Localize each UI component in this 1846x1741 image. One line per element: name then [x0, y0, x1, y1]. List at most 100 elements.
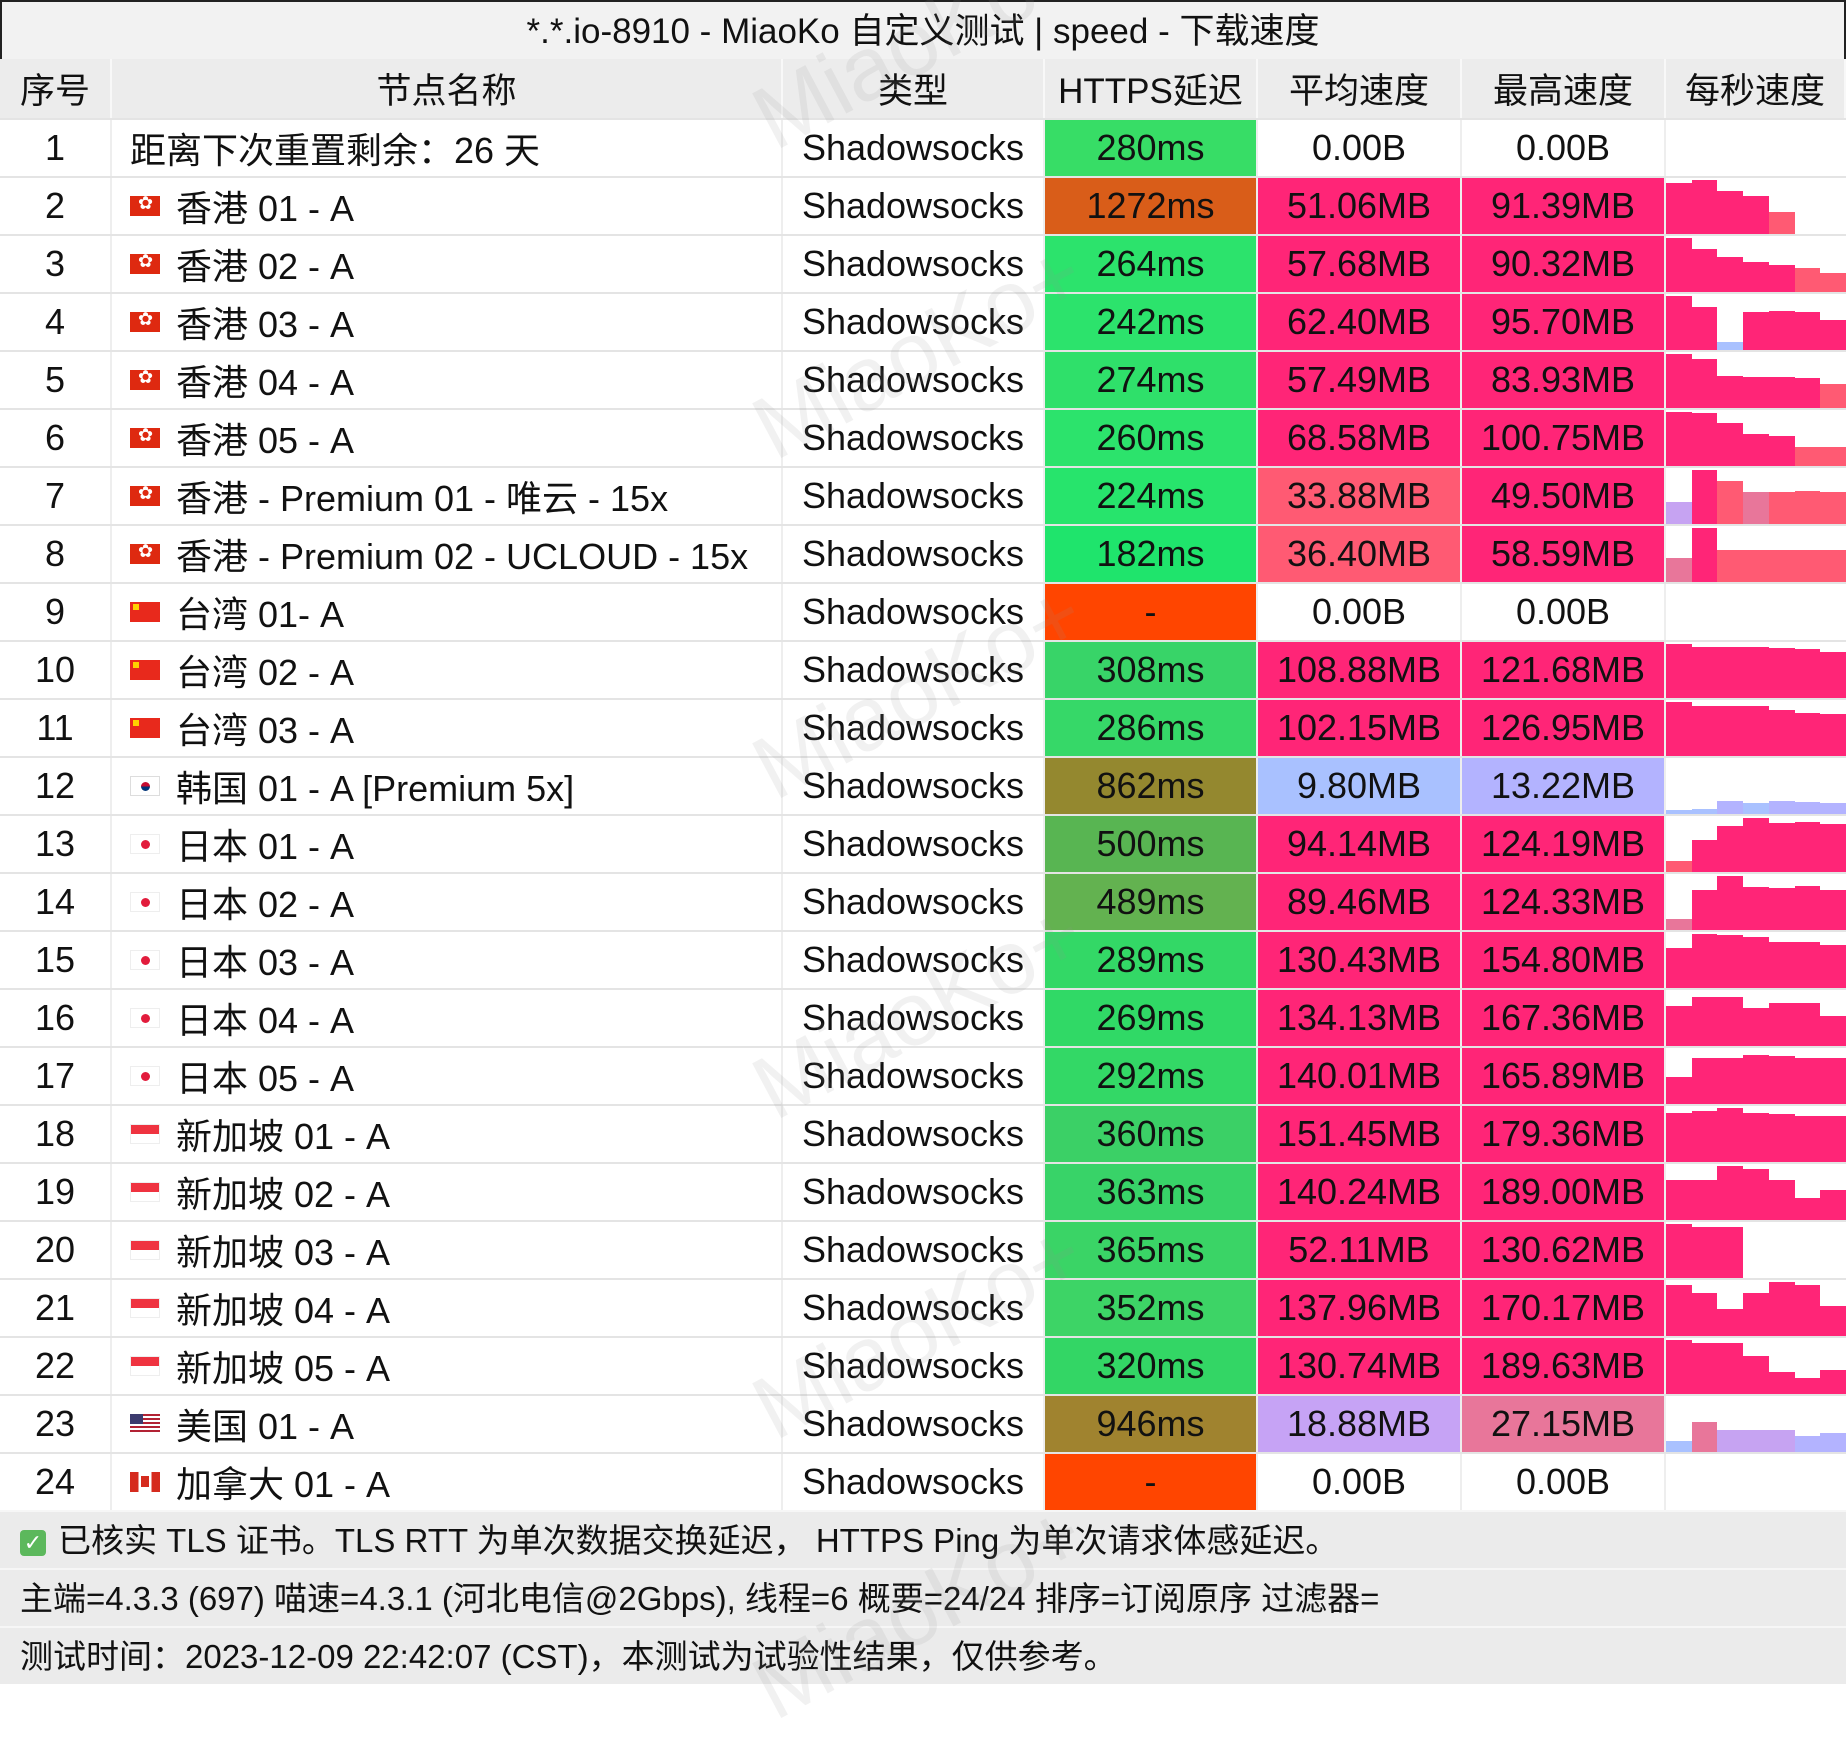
- row-index: 14: [0, 874, 112, 930]
- table-row[interactable]: 12 韩国 01 - A [Premium 5x] Shadowsocks 86…: [0, 756, 1846, 814]
- table-row[interactable]: 14 日本 02 - A Shadowsocks 489ms 89.46MB 1…: [0, 872, 1846, 930]
- node-type: Shadowsocks: [783, 1048, 1045, 1104]
- table-row[interactable]: 10 台湾 02 - A Shadowsocks 308ms 108.88MB …: [0, 640, 1846, 698]
- per-second-bar: [1666, 1179, 1692, 1220]
- per-second-bar: [1666, 1340, 1692, 1394]
- node-type: Shadowsocks: [783, 236, 1045, 292]
- sparkline: [1666, 1048, 1846, 1104]
- https-latency: 224ms: [1045, 468, 1258, 524]
- table-row[interactable]: 21 新加坡 04 - A Shadowsocks 352ms 137.96MB…: [0, 1278, 1846, 1336]
- max-speed: 124.33MB: [1462, 874, 1666, 930]
- per-second-bar: [1794, 885, 1821, 930]
- per-second-bar: [1820, 1369, 1846, 1394]
- per-second-speed-chart: [1666, 468, 1846, 524]
- table-row[interactable]: 1 距离下次重置剩余：26 天 Shadowsocks 280ms 0.00B …: [0, 118, 1846, 176]
- column-header-max-speed[interactable]: 最高速度: [1462, 59, 1666, 118]
- per-second-bar: [1794, 1284, 1821, 1336]
- table-row[interactable]: 24 加拿大 01 - A Shadowsocks - 0.00B 0.00B: [0, 1452, 1846, 1510]
- node-type: Shadowsocks: [783, 352, 1045, 408]
- table-row[interactable]: 5 ✿ 香港 04 - A Shadowsocks 274ms 57.49MB 8…: [0, 350, 1846, 408]
- per-second-bar: [1768, 1372, 1795, 1394]
- node-name-cell: 距离下次重置剩余：26 天: [112, 120, 783, 176]
- table-row[interactable]: 4 ✿ 香港 03 - A Shadowsocks 242ms 62.40MB 9…: [0, 292, 1846, 350]
- table-row[interactable]: 15 日本 03 - A Shadowsocks 289ms 130.43MB …: [0, 930, 1846, 988]
- per-second-bar: [1794, 267, 1821, 292]
- column-header-avg-speed[interactable]: 平均速度: [1258, 59, 1462, 118]
- table-row[interactable]: 7 ✿ 香港 - Premium 01 - 唯云 - 15x Shadowsock…: [0, 466, 1846, 524]
- column-header-index[interactable]: 序号: [0, 59, 112, 118]
- sparkline: [1666, 874, 1846, 930]
- flag-jp-icon: [130, 1066, 160, 1086]
- table-row[interactable]: 18 新加坡 01 - A Shadowsocks 360ms 151.45MB…: [0, 1104, 1846, 1162]
- https-latency: 264ms: [1045, 236, 1258, 292]
- node-name: 日本 05 - A: [176, 1058, 355, 1099]
- table-row[interactable]: 16 日本 04 - A Shadowsocks 269ms 134.13MB …: [0, 988, 1846, 1046]
- max-speed: 100.75MB: [1462, 410, 1666, 466]
- flag-tw-icon: [130, 660, 160, 680]
- per-second-speed-chart: [1666, 874, 1846, 930]
- max-speed: 167.36MB: [1462, 990, 1666, 1046]
- row-index: 4: [0, 294, 112, 350]
- per-second-speed-chart: [1666, 294, 1846, 350]
- table-row[interactable]: 6 ✿ 香港 05 - A Shadowsocks 260ms 68.58MB 1…: [0, 408, 1846, 466]
- max-speed: 124.19MB: [1462, 816, 1666, 872]
- per-second-speed-chart: [1666, 1338, 1846, 1394]
- row-index: 18: [0, 1106, 112, 1162]
- per-second-bar: [1820, 383, 1846, 408]
- column-header-per-second-speed[interactable]: 每秒速度: [1666, 59, 1846, 118]
- table-row[interactable]: 20 新加坡 03 - A Shadowsocks 365ms 52.11MB …: [0, 1220, 1846, 1278]
- per-second-bar: [1794, 1058, 1821, 1104]
- avg-speed: 52.11MB: [1258, 1222, 1462, 1278]
- avg-speed: 140.24MB: [1258, 1164, 1462, 1220]
- sparkline: [1666, 758, 1846, 814]
- max-speed: 83.93MB: [1462, 352, 1666, 408]
- per-second-bar: [1820, 1016, 1846, 1046]
- per-second-bar: [1768, 1179, 1795, 1220]
- per-second-bar: [1666, 861, 1692, 872]
- table-row[interactable]: 17 日本 05 - A Shadowsocks 292ms 140.01MB …: [0, 1046, 1846, 1104]
- max-speed: 165.89MB: [1462, 1048, 1666, 1104]
- per-second-bar: [1717, 1108, 1744, 1162]
- flag-sg-icon: [130, 1182, 160, 1202]
- per-second-bar: [1691, 248, 1718, 292]
- table-row[interactable]: 2 ✿ 香港 01 - A Shadowsocks 1272ms 51.06MB …: [0, 176, 1846, 234]
- max-speed: 13.22MB: [1462, 758, 1666, 814]
- column-header-node-name[interactable]: 节点名称: [112, 59, 783, 118]
- node-type: Shadowsocks: [783, 1396, 1045, 1452]
- https-latency: 500ms: [1045, 816, 1258, 872]
- sparkline: [1666, 526, 1846, 582]
- table-row[interactable]: 11 台湾 03 - A Shadowsocks 286ms 102.15MB …: [0, 698, 1846, 756]
- flag-hk-icon: ✿: [130, 193, 160, 216]
- sparkline: [1666, 584, 1846, 640]
- sparkline: [1666, 120, 1846, 176]
- table-row[interactable]: 8 ✿ 香港 - Premium 02 - UCLOUD - 15x Shadow…: [0, 524, 1846, 582]
- per-second-bar: [1666, 354, 1692, 408]
- per-second-bar: [1666, 1224, 1692, 1278]
- max-speed: 130.62MB: [1462, 1222, 1666, 1278]
- avg-speed: 140.01MB: [1258, 1048, 1462, 1104]
- per-second-bar: [1768, 1282, 1795, 1336]
- sparkline: [1666, 700, 1846, 756]
- https-latency: 360ms: [1045, 1106, 1258, 1162]
- table-row[interactable]: 23 美国 01 - A Shadowsocks 946ms 18.88MB 2…: [0, 1394, 1846, 1452]
- flag-hk-icon: ✿: [130, 425, 160, 448]
- node-name-cell: 日本 05 - A: [112, 1048, 783, 1104]
- max-speed: 189.00MB: [1462, 1164, 1666, 1220]
- avg-speed: 130.43MB: [1258, 932, 1462, 988]
- node-name: 美国 01 - A: [176, 1406, 355, 1447]
- max-speed: 170.17MB: [1462, 1280, 1666, 1336]
- table-row[interactable]: 19 新加坡 02 - A Shadowsocks 363ms 140.24MB…: [0, 1162, 1846, 1220]
- flag-hk-icon: ✿: [130, 367, 160, 390]
- column-header-https-latency[interactable]: HTTPS延迟: [1045, 59, 1258, 118]
- node-name: 日本 03 - A: [176, 942, 355, 983]
- table-row[interactable]: 3 ✿ 香港 02 - A Shadowsocks 264ms 57.68MB 9…: [0, 234, 1846, 292]
- per-second-bar: [1666, 182, 1692, 234]
- table-row[interactable]: 22 新加坡 05 - A Shadowsocks 320ms 130.74MB…: [0, 1336, 1846, 1394]
- per-second-bar: [1691, 1226, 1718, 1278]
- node-name: 韩国 01 - A [Premium 5x]: [176, 768, 575, 809]
- column-header-type[interactable]: 类型: [783, 59, 1045, 118]
- per-second-speed-chart: [1666, 1048, 1846, 1104]
- table-row[interactable]: 13 日本 01 - A Shadowsocks 500ms 94.14MB 1…: [0, 814, 1846, 872]
- per-second-bar: [1768, 942, 1795, 988]
- table-row[interactable]: 9 台湾 01- A Shadowsocks - 0.00B 0.00B: [0, 582, 1846, 640]
